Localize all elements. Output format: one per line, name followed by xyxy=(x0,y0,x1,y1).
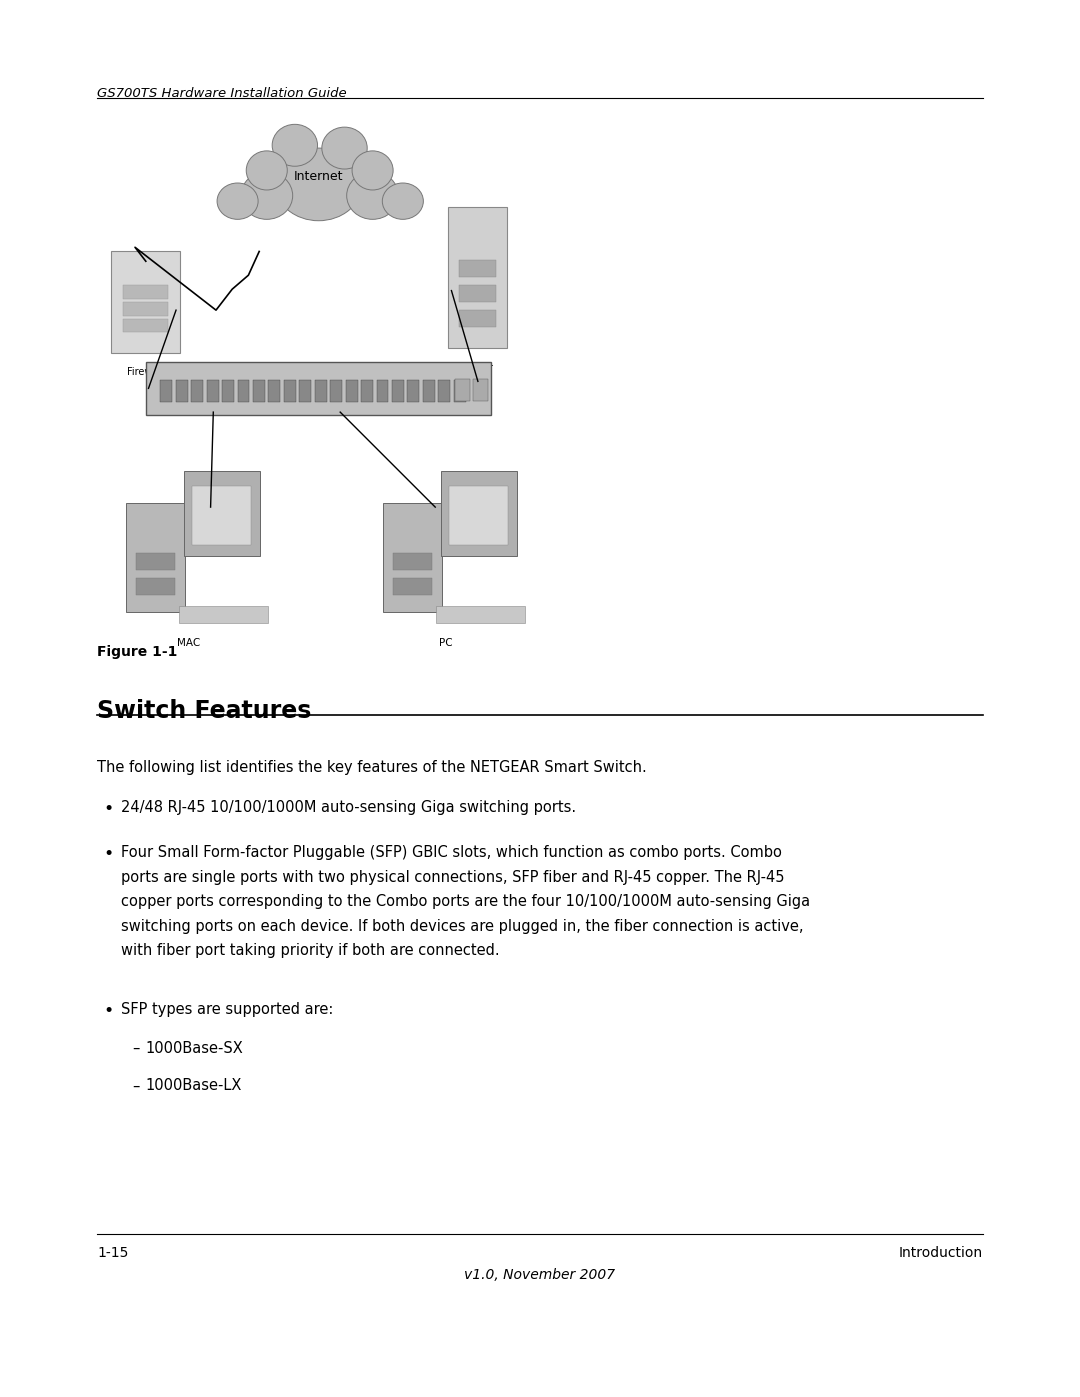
FancyBboxPatch shape xyxy=(269,380,281,402)
FancyBboxPatch shape xyxy=(176,380,188,402)
Text: 1-15: 1-15 xyxy=(97,1246,129,1260)
FancyBboxPatch shape xyxy=(179,606,268,623)
FancyBboxPatch shape xyxy=(454,380,465,402)
FancyBboxPatch shape xyxy=(253,380,265,402)
FancyBboxPatch shape xyxy=(459,285,496,302)
FancyBboxPatch shape xyxy=(346,380,357,402)
FancyBboxPatch shape xyxy=(438,380,450,402)
FancyBboxPatch shape xyxy=(456,379,471,401)
Ellipse shape xyxy=(347,172,399,219)
Text: ports are single ports with two physical connections, SFP fiber and RJ-45 copper: ports are single ports with two physical… xyxy=(121,869,784,884)
Ellipse shape xyxy=(241,172,293,219)
Text: –: – xyxy=(132,1041,139,1056)
Text: PC: PC xyxy=(440,638,453,648)
Text: v1.0, November 2007: v1.0, November 2007 xyxy=(464,1268,616,1282)
Text: Figure 1-1: Figure 1-1 xyxy=(97,645,177,659)
FancyBboxPatch shape xyxy=(284,380,296,402)
FancyBboxPatch shape xyxy=(222,380,234,402)
FancyBboxPatch shape xyxy=(393,578,432,595)
FancyBboxPatch shape xyxy=(383,503,442,612)
Text: –: – xyxy=(132,1078,139,1094)
Text: •: • xyxy=(104,800,113,819)
Text: GS700TS Hardware Installation Guide: GS700TS Hardware Installation Guide xyxy=(97,87,347,99)
FancyBboxPatch shape xyxy=(459,310,496,327)
Text: SFP types are supported are:: SFP types are supported are: xyxy=(121,1002,334,1017)
Text: with fiber port taking priority if both are connected.: with fiber port taking priority if both … xyxy=(121,943,500,958)
FancyBboxPatch shape xyxy=(206,380,218,402)
Text: The following list identifies the key features of the NETGEAR Smart Switch.: The following list identifies the key fe… xyxy=(97,760,647,775)
FancyBboxPatch shape xyxy=(126,503,185,612)
Text: •: • xyxy=(104,845,113,863)
FancyBboxPatch shape xyxy=(393,553,432,570)
FancyBboxPatch shape xyxy=(123,319,168,332)
Text: Internet: Internet xyxy=(294,170,343,183)
Text: •: • xyxy=(104,1002,113,1020)
Ellipse shape xyxy=(352,151,393,190)
FancyBboxPatch shape xyxy=(299,380,311,402)
Text: copper ports corresponding to the Combo ports are the four 10/100/1000M auto-sen: copper ports corresponding to the Combo … xyxy=(121,894,810,909)
Text: 1000Base-LX: 1000Base-LX xyxy=(146,1078,242,1094)
FancyBboxPatch shape xyxy=(449,486,508,545)
FancyBboxPatch shape xyxy=(238,380,249,402)
FancyBboxPatch shape xyxy=(146,362,490,415)
Text: Server: Server xyxy=(461,363,494,373)
FancyBboxPatch shape xyxy=(111,251,180,353)
FancyBboxPatch shape xyxy=(441,471,517,556)
Text: Switch Features: Switch Features xyxy=(97,698,311,722)
FancyBboxPatch shape xyxy=(459,260,496,277)
FancyBboxPatch shape xyxy=(123,302,168,316)
Ellipse shape xyxy=(217,183,258,219)
Ellipse shape xyxy=(382,183,423,219)
FancyBboxPatch shape xyxy=(423,380,435,402)
FancyBboxPatch shape xyxy=(192,486,251,545)
FancyBboxPatch shape xyxy=(392,380,404,402)
Text: Introduction: Introduction xyxy=(899,1246,983,1260)
FancyBboxPatch shape xyxy=(191,380,203,402)
FancyBboxPatch shape xyxy=(377,380,389,402)
Ellipse shape xyxy=(322,127,367,169)
FancyBboxPatch shape xyxy=(136,578,175,595)
Text: 24/48 RJ-45 10/100/1000M auto-sensing Giga switching ports.: 24/48 RJ-45 10/100/1000M auto-sensing Gi… xyxy=(121,800,576,816)
Text: 1000Base-SX: 1000Base-SX xyxy=(146,1041,244,1056)
FancyBboxPatch shape xyxy=(123,285,168,299)
FancyBboxPatch shape xyxy=(473,379,488,401)
FancyBboxPatch shape xyxy=(330,380,342,402)
FancyBboxPatch shape xyxy=(407,380,419,402)
Text: Four Small Form-factor Pluggable (SFP) GBIC slots, which function as combo ports: Four Small Form-factor Pluggable (SFP) G… xyxy=(121,845,782,861)
Text: Firewall: Firewall xyxy=(127,367,164,377)
FancyBboxPatch shape xyxy=(361,380,373,402)
Ellipse shape xyxy=(275,148,362,221)
Ellipse shape xyxy=(272,124,318,166)
FancyBboxPatch shape xyxy=(184,471,260,556)
Ellipse shape xyxy=(246,151,287,190)
FancyBboxPatch shape xyxy=(160,380,173,402)
FancyBboxPatch shape xyxy=(136,553,175,570)
Text: switching ports on each device. If both devices are plugged in, the fiber connec: switching ports on each device. If both … xyxy=(121,919,804,933)
FancyBboxPatch shape xyxy=(448,207,507,348)
FancyBboxPatch shape xyxy=(315,380,326,402)
Text: MAC: MAC xyxy=(177,638,201,648)
FancyBboxPatch shape xyxy=(436,606,525,623)
